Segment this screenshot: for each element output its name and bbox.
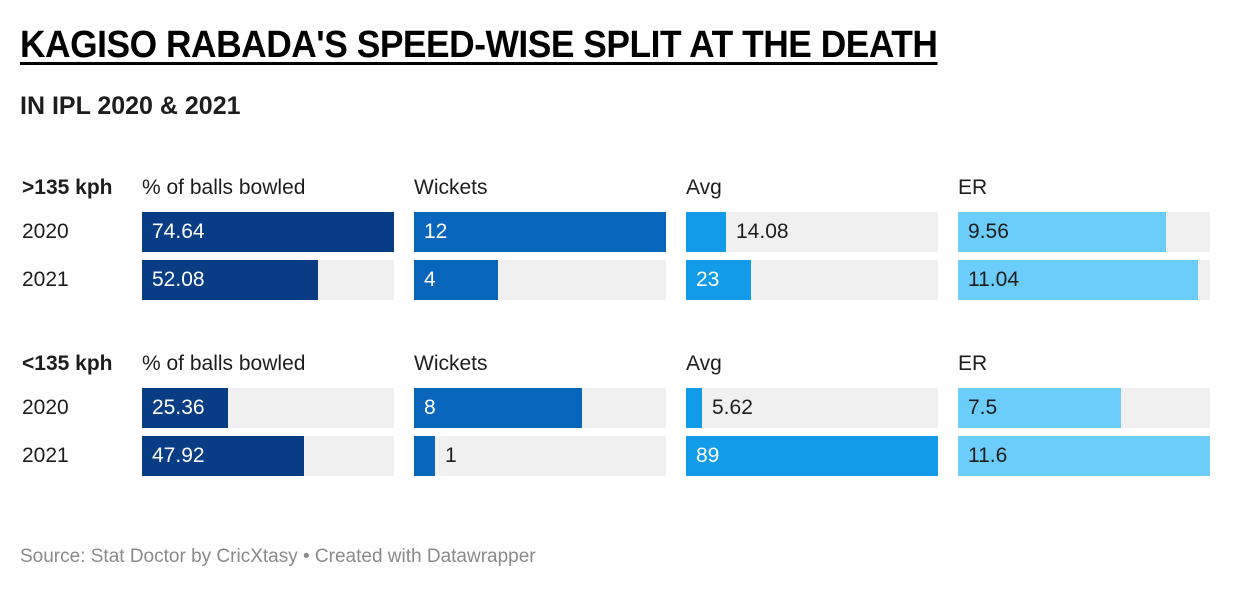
cell-avg: 14.08	[686, 212, 938, 252]
data-label-avg: 14.08	[736, 220, 789, 243]
bar-pct-balls	[142, 260, 318, 300]
data-label-er: 9.56	[968, 220, 1009, 243]
chart-title: KAGISO RABADA'S SPEED-WISE SPLIT AT THE …	[20, 24, 938, 66]
cell-wickets: 4	[414, 260, 666, 300]
bar-wickets	[414, 388, 582, 428]
bar-pct-balls	[142, 436, 304, 476]
column-header-pct-balls: % of balls bowled	[142, 176, 306, 199]
bar-pct-balls	[142, 388, 228, 428]
cell-wickets: 8	[414, 388, 666, 428]
column-header-er: ER	[958, 352, 988, 375]
year-label: 2020	[22, 220, 69, 243]
cell-pct-balls: 47.92	[142, 436, 394, 476]
bar-avg	[686, 388, 702, 428]
cell-pct-balls: 74.64	[142, 212, 394, 252]
column-header-er: ER	[958, 176, 988, 199]
column-header-avg: Avg	[686, 176, 722, 199]
bar-er	[958, 260, 1198, 300]
bar-wickets	[414, 260, 498, 300]
data-label-er: 11.04	[968, 268, 1019, 291]
bar-avg	[686, 260, 751, 300]
data-label-avg: 5.62	[712, 396, 753, 419]
data-label-er: 7.5	[968, 396, 998, 419]
bar-er	[958, 388, 1121, 428]
bar-wickets	[414, 212, 666, 252]
cell-er: 11.04	[958, 260, 1210, 300]
speed-group-0: >135 kph % of balls bowled Wickets Avg ER 202…	[0, 176, 1240, 316]
column-header-pct-balls: % of balls bowled	[142, 352, 306, 375]
data-label-avg: 89	[696, 444, 720, 467]
data-label-wickets: 8	[424, 396, 436, 419]
bar-avg	[686, 212, 726, 252]
cell-avg: 23	[686, 260, 938, 300]
bar-avg	[686, 436, 938, 476]
cell-avg: 89	[686, 436, 938, 476]
data-label-pct-balls: 25.36	[152, 396, 205, 419]
year-label: 2021	[22, 268, 69, 291]
cell-er: 7.5	[958, 388, 1210, 428]
data-label-wickets: 4	[424, 268, 436, 291]
chart-subtitle: IN IPL 2020 & 2021	[20, 92, 241, 120]
cell-wickets: 1	[414, 436, 666, 476]
bar-er	[958, 212, 1166, 252]
year-label: 2021	[22, 444, 69, 467]
group-label: >135 kph	[22, 176, 113, 199]
data-label-er: 11.6	[968, 444, 1008, 467]
data-label-pct-balls: 52.08	[152, 268, 205, 291]
bar-er	[958, 436, 1210, 476]
bar-wickets	[414, 436, 435, 476]
source-note: Source: Stat Doctor by CricXtasy • Creat…	[20, 546, 536, 567]
column-header-wickets: Wickets	[414, 352, 488, 375]
data-label-wickets: 1	[445, 444, 457, 467]
cell-er: 11.6	[958, 436, 1210, 476]
data-label-pct-balls: 74.64	[152, 220, 205, 243]
cell-avg: 5.62	[686, 388, 938, 428]
cell-er: 9.56	[958, 212, 1210, 252]
speed-group-1: <135 kph % of balls bowled Wickets Avg ER 202…	[0, 352, 1240, 492]
data-label-avg: 23	[696, 268, 720, 291]
cell-wickets: 12	[414, 212, 666, 252]
group-label: <135 kph	[22, 352, 113, 375]
data-label-wickets: 12	[424, 220, 448, 243]
cell-pct-balls: 52.08	[142, 260, 394, 300]
year-label: 2020	[22, 396, 69, 419]
bar-pct-balls	[142, 212, 394, 252]
column-header-avg: Avg	[686, 352, 722, 375]
cell-pct-balls: 25.36	[142, 388, 394, 428]
data-label-pct-balls: 47.92	[152, 444, 205, 467]
column-header-wickets: Wickets	[414, 176, 488, 199]
